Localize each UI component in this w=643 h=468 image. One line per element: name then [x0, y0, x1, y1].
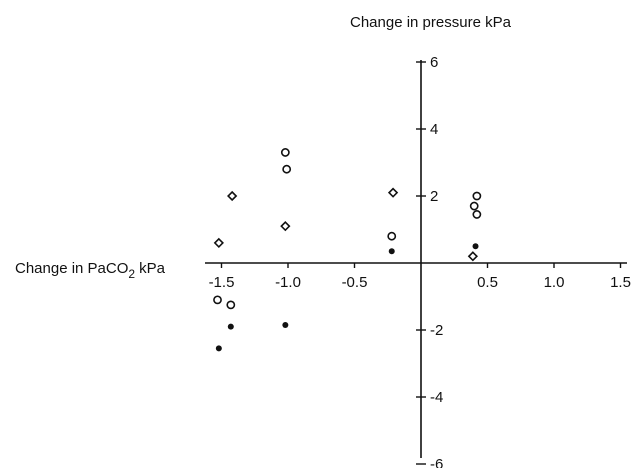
y-tick-label: 2	[430, 188, 438, 205]
y-ticks: 6 4 2 -2 -4 -6	[416, 54, 443, 468]
x-tick-label: -0.5	[342, 274, 368, 291]
data-point-filled	[472, 243, 479, 250]
data-point-open-circle	[226, 300, 236, 310]
data-point-open-diamond	[280, 221, 291, 232]
data-point-open-diamond	[227, 190, 238, 202]
y-tick-label: 6	[430, 54, 438, 71]
data-point-filled	[215, 345, 222, 352]
data-point-open-circle	[213, 295, 222, 305]
x-tick-label: 1.0	[544, 274, 565, 291]
y-tick-label: 4	[430, 121, 438, 138]
x-axis-label: Change in PaCO2 kPa	[15, 260, 166, 281]
data-point-filled	[388, 248, 395, 255]
data-point-open-diamond	[213, 237, 224, 249]
y-tick-label: -4	[430, 389, 443, 406]
x-axis-label-unit: kPa	[139, 260, 166, 277]
data-points	[213, 148, 482, 352]
data-point-open-circle	[469, 201, 479, 211]
y-tick-label: -2	[430, 322, 443, 339]
x-tick-label: -1.5	[209, 274, 235, 291]
x-tick-label: 0.5	[477, 274, 498, 291]
x-axis-label-subscript: 2	[128, 267, 135, 281]
data-point-open-circle	[280, 148, 290, 157]
data-point-open-circle	[282, 164, 292, 174]
x-ticks: -1.5 -1.0 -0.5 0.5 1.0 1.5	[209, 263, 631, 291]
y-tick-label: -6	[430, 456, 443, 468]
data-point-open-diamond	[467, 251, 479, 262]
chart-title: Change in pressure kPa	[350, 14, 512, 31]
data-point-open-circle	[472, 191, 482, 201]
x-tick-label: -1.0	[275, 274, 301, 291]
data-point-open-circle	[472, 210, 482, 219]
data-point-open-circle	[387, 231, 397, 241]
data-point-filled	[227, 323, 234, 330]
data-point-open-diamond	[387, 187, 399, 198]
x-tick-label: 1.5	[610, 274, 631, 291]
data-point-filled	[282, 321, 289, 328]
x-axis-label-main: Change in PaCO	[15, 260, 128, 277]
